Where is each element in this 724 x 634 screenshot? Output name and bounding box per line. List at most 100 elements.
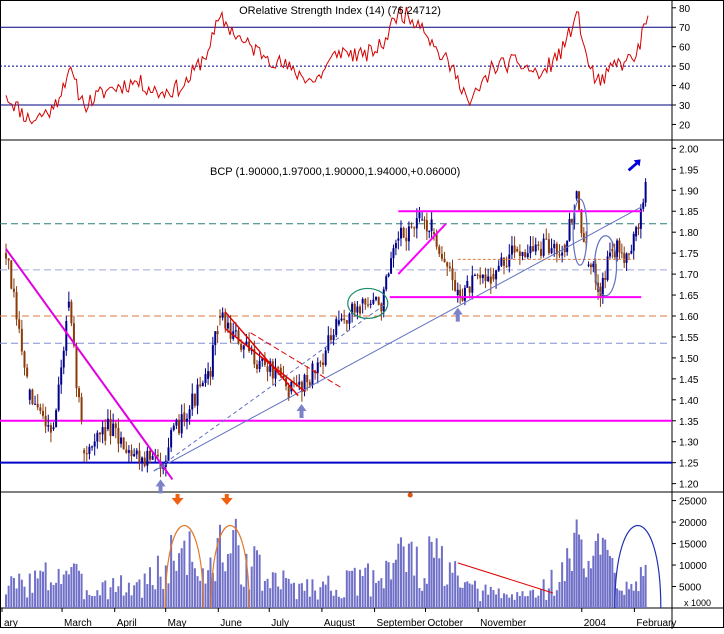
price-candle-body (382, 289, 385, 312)
volume-bar (148, 567, 151, 608)
price-y-tick-label: 1.40 (679, 396, 699, 407)
price-y-tick-label: 1.75 (679, 249, 699, 260)
x-axis-label: October (428, 618, 464, 629)
volume-bar (154, 589, 157, 608)
volume-bar (630, 583, 633, 608)
volume-bar (642, 576, 645, 608)
x-axis-label: March (64, 618, 92, 629)
volume-bar (98, 595, 101, 608)
price-candle-body (402, 227, 405, 238)
price-candle-body (98, 432, 101, 435)
price-candle-body (191, 393, 194, 410)
volume-bar (601, 537, 604, 608)
price-candle-body (364, 299, 367, 305)
price-candle-body (580, 209, 583, 234)
price-candle-body (592, 263, 595, 268)
volume-bar (372, 570, 375, 608)
price-candle-body (101, 427, 104, 435)
price-candle-body (392, 248, 395, 259)
volume-y-tick-label: 5000 (679, 583, 702, 594)
volume-bar (319, 587, 322, 608)
price-candle-body (20, 328, 23, 352)
volume-bar (135, 582, 138, 608)
price-candle-body (245, 341, 248, 346)
price-candle-body (440, 253, 443, 259)
volume-bar (327, 575, 330, 608)
price-candle-body (454, 280, 457, 291)
price-candle-body (466, 280, 469, 288)
volume-bar (608, 555, 611, 608)
volume-bar (380, 578, 383, 608)
price-candle-body (545, 238, 548, 240)
volume-bar (138, 579, 141, 608)
volume-bar (67, 574, 70, 608)
volume-bar (425, 583, 428, 608)
volume-bar (473, 580, 476, 608)
volume-bar (221, 562, 224, 608)
volume-bar (271, 572, 274, 608)
price-candle-body (52, 427, 55, 430)
price-candle-body (199, 384, 202, 387)
price-candle-body (62, 350, 65, 368)
volume-surge-arc (614, 525, 662, 609)
price-candle-body (558, 254, 561, 256)
volume-bar (292, 582, 295, 608)
price-candle-body (114, 423, 117, 428)
price-candle-body (83, 450, 86, 454)
x-axis-label: June (220, 618, 242, 629)
price-candle-body (319, 362, 322, 364)
price-candle-body (510, 245, 513, 255)
volume-bar (120, 575, 123, 608)
price-candle-body (367, 304, 370, 306)
price-candle-body (196, 384, 199, 406)
volume-bar (250, 566, 253, 608)
volume-bar (361, 575, 364, 608)
price-candle-body (156, 454, 159, 457)
volume-bar (492, 590, 495, 608)
price-candle-body (369, 303, 372, 306)
volume-bar (308, 596, 311, 608)
volume-bar (316, 599, 319, 608)
price-candle-body (604, 278, 607, 280)
price-candle-body (508, 254, 511, 267)
price-candle-body (616, 240, 619, 257)
volume-bar (151, 585, 154, 608)
price-candle-body (537, 244, 540, 246)
volume-bar (456, 575, 459, 608)
price-candle-body (356, 306, 359, 313)
price-candle-body (91, 446, 94, 448)
volume-bar (65, 570, 68, 608)
volume-bar (133, 585, 136, 608)
price-y-tick-label: 1.85 (679, 207, 699, 218)
volume-bar (620, 590, 623, 608)
volume-bar (143, 573, 146, 608)
price-candle-body (451, 268, 454, 281)
volume-bar (232, 530, 235, 608)
price-candle-body (141, 457, 144, 462)
volume-bar (466, 581, 469, 608)
channel-upper-line (224, 311, 299, 397)
price-candle-body (88, 446, 91, 454)
volume-bar (277, 586, 280, 608)
volume-bar (521, 591, 524, 608)
price-candle-body (226, 322, 229, 329)
volume-bar (279, 589, 282, 608)
price-candle-body (324, 350, 327, 366)
up-arrow-icon (155, 479, 166, 494)
price-candle-body (428, 231, 431, 233)
price-candle-body (438, 246, 441, 254)
volume-y-tick-label: 10000 (679, 561, 707, 572)
volume-bar (505, 594, 508, 608)
volume-bar (26, 597, 29, 608)
volume-bar (518, 595, 521, 608)
volume-bar (561, 562, 564, 608)
volume-bar (180, 548, 183, 608)
price-candle-body (31, 389, 34, 404)
price-candle-body (242, 345, 245, 350)
volume-bar (255, 550, 258, 608)
price-candle-body (385, 276, 388, 290)
price-candle-body (568, 218, 571, 241)
volume-bar (285, 577, 288, 608)
price-candle-body (421, 219, 424, 221)
